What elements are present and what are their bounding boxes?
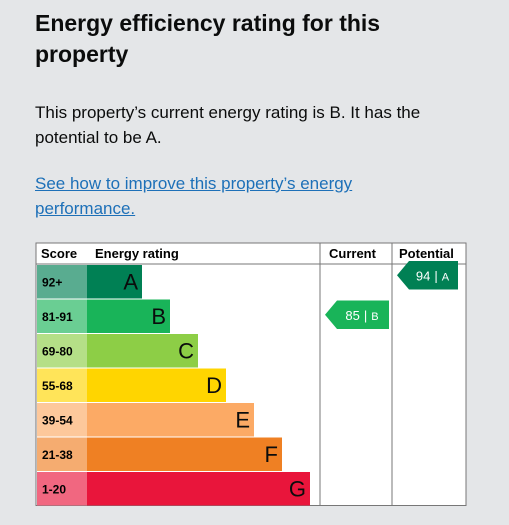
- score-label: 69-80: [42, 344, 73, 358]
- score-label: 55-68: [42, 379, 73, 393]
- current-label: 85 | B: [345, 308, 378, 323]
- score-cell: [37, 368, 87, 402]
- score-cell: [37, 265, 87, 299]
- score-label: 1-20: [42, 482, 66, 496]
- score-cell: [37, 403, 87, 437]
- score-cell: [37, 334, 87, 368]
- improve-link[interactable]: See how to improve this property’s energ…: [35, 174, 353, 218]
- intro: This property’s current energy rating is…: [35, 103, 421, 147]
- potential-divider: |: [434, 268, 437, 283]
- header-cell: Potential: [399, 246, 454, 261]
- band-letter: G: [289, 476, 306, 501]
- score-label: 21-38: [42, 448, 73, 462]
- band-bar: [87, 472, 310, 506]
- band-letter: A: [123, 269, 138, 294]
- score-label: 92+: [42, 275, 62, 289]
- potential-score: 94: [416, 268, 430, 283]
- title: Energy efficiency rating for this proper…: [35, 10, 381, 67]
- current-score: 85: [345, 308, 359, 323]
- band-letter: D: [206, 373, 222, 398]
- band-bar: [87, 265, 142, 299]
- band-bar: [87, 437, 282, 471]
- band-bar: [87, 334, 198, 368]
- score-label: 81-91: [42, 310, 73, 324]
- potential-arrow: [397, 261, 458, 290]
- potential-band: A: [442, 271, 450, 283]
- band-letter: B: [151, 304, 166, 329]
- band-bar: [87, 299, 170, 333]
- band-bar: [87, 403, 254, 437]
- band-bar: [87, 368, 226, 402]
- score-label: 39-54: [42, 413, 73, 427]
- potential-label: 94 | A: [416, 268, 450, 283]
- band-letter: C: [178, 338, 194, 363]
- current-arrow: [325, 300, 389, 329]
- score-cell: [37, 437, 87, 471]
- score-cell: [37, 472, 87, 506]
- score-cell: [37, 299, 87, 333]
- band-letter: E: [235, 407, 250, 432]
- band-letter: F: [265, 442, 278, 467]
- header-cell: Energy rating: [95, 246, 179, 261]
- header-cell: Score: [41, 246, 77, 261]
- current-divider: |: [364, 308, 367, 323]
- header-cell: Current: [329, 246, 377, 261]
- current-band: B: [371, 311, 378, 323]
